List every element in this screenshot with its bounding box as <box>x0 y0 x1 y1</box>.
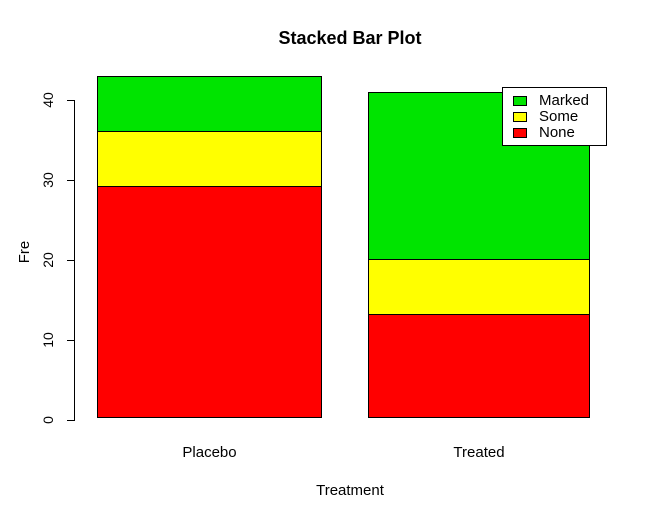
bar-segment-treated-none <box>368 314 590 418</box>
y-axis-tick <box>67 260 74 261</box>
legend-item-marked: Marked <box>513 93 602 109</box>
legend-swatch-none <box>513 128 527 138</box>
legend-label: None <box>539 124 575 141</box>
bar-segment-placebo-marked <box>97 76 322 132</box>
bar-segment-treated-some <box>368 259 590 315</box>
y-axis-tick-label: 40 <box>40 92 56 108</box>
legend-item-none: None <box>513 125 602 141</box>
y-axis-tick <box>67 180 74 181</box>
y-axis-tick <box>67 100 74 101</box>
legend: Marked Some None <box>502 87 607 146</box>
chart-title: Stacked Bar Plot <box>278 28 422 48</box>
legend-swatch-marked <box>513 96 527 106</box>
legend-label: Some <box>539 108 579 125</box>
legend-item-some: Some <box>513 109 602 125</box>
y-axis-tick <box>67 340 74 341</box>
y-axis-tick-label: 20 <box>40 252 56 268</box>
y-axis-tick-label: 0 <box>40 416 56 424</box>
bar-segment-placebo-some <box>97 131 322 187</box>
legend-swatch-some <box>513 112 527 122</box>
y-axis-tick-label: 30 <box>40 172 56 188</box>
stacked-bar-placebo <box>97 76 322 418</box>
category-label-treated: Treated <box>453 444 505 461</box>
stacked-bar-treated <box>368 92 590 418</box>
legend-rows: Marked Some None <box>513 93 602 141</box>
category-label-placebo: Placebo <box>182 444 237 461</box>
bar-segment-placebo-none <box>97 186 322 418</box>
y-axis-tick-label: 10 <box>40 332 56 348</box>
y-axis-tick <box>67 420 74 421</box>
x-axis-title: Treatment <box>316 482 384 499</box>
y-axis-title: Fre <box>16 240 33 264</box>
legend-label: Marked <box>539 92 590 109</box>
y-axis-line <box>74 100 75 421</box>
